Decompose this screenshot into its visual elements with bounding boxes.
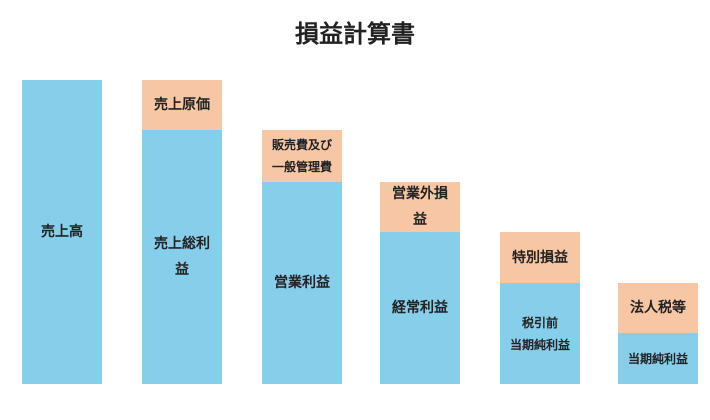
profit-block: 税引前 当期純利益 xyxy=(500,283,580,384)
profit-block: 売上総利 益 xyxy=(142,130,222,384)
label: 販売費及び xyxy=(271,138,332,152)
label: 税引前 xyxy=(521,315,558,330)
label: 一般管理費 xyxy=(271,160,332,174)
profit-block: 経常利益 xyxy=(380,232,460,384)
label: 営業外損 xyxy=(392,186,448,202)
label: 当期純利益 xyxy=(509,337,570,352)
title: 損益計算書 xyxy=(295,20,415,48)
label: 売上原価 xyxy=(154,97,210,113)
cost-block: 営業外損 益 xyxy=(380,182,460,232)
label: 当期純利益 xyxy=(627,351,688,366)
profit-block: 当期純利益 xyxy=(618,333,698,384)
label: 営業利益 xyxy=(274,275,330,291)
cost-block: 特別損益 xyxy=(500,232,580,283)
label: 益 xyxy=(413,212,427,228)
cost-block: 売上原価 xyxy=(142,80,222,130)
label: 法人税等 xyxy=(630,300,686,316)
cost-block: 法人税等 xyxy=(618,283,698,333)
label: 売上高 xyxy=(41,224,83,240)
label: 売上総利 xyxy=(154,236,210,252)
cost-block: 販売費及び 一般管理費 xyxy=(262,130,342,182)
profit-block: 営業利益 xyxy=(262,182,342,384)
label: 経常利益 xyxy=(392,300,448,316)
label: 特別損益 xyxy=(512,249,568,266)
revenue-block: 売上高 xyxy=(22,80,102,384)
label: 益 xyxy=(175,262,189,278)
